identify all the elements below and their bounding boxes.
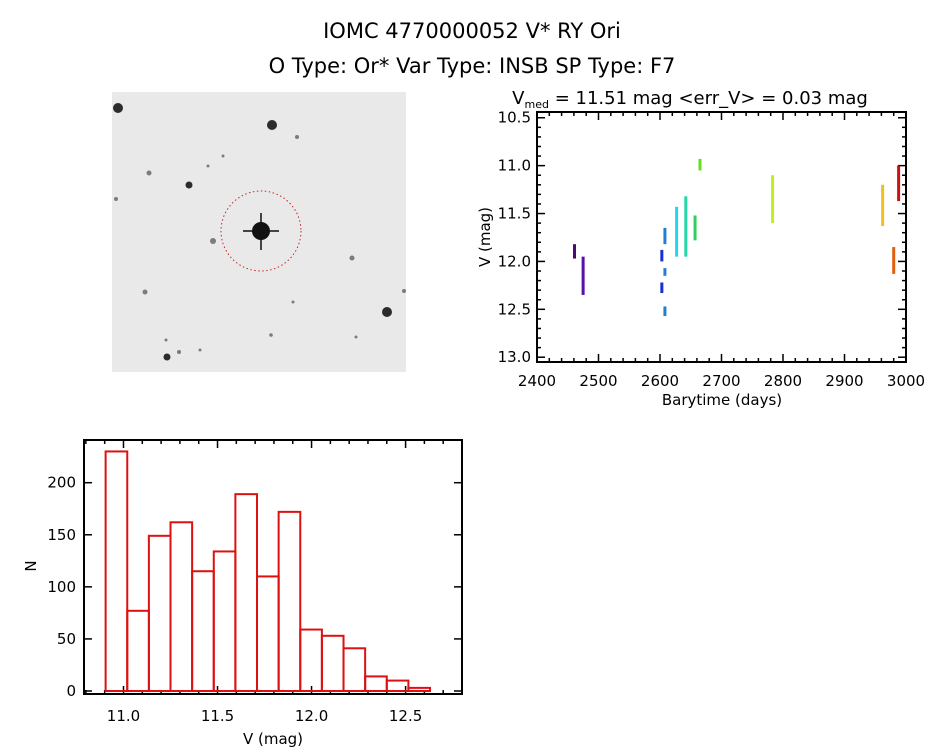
data-point-cluster xyxy=(663,227,667,245)
data-point-cluster xyxy=(881,184,885,226)
star xyxy=(142,289,148,295)
x-tick-label: 12.5 xyxy=(389,707,422,725)
y-tick-label: 150 xyxy=(47,526,76,544)
light-curve-ylabel: V (mag) xyxy=(476,207,494,267)
x-tick-label: 2900 xyxy=(825,372,863,390)
x-tick-label: 2500 xyxy=(579,372,617,390)
histogram-bar xyxy=(364,675,388,692)
star xyxy=(206,164,210,168)
histogram-ylabel: N xyxy=(22,560,40,571)
histogram-bar xyxy=(342,647,367,693)
star xyxy=(114,197,118,201)
y-tick-label: 12.5 xyxy=(498,300,531,318)
y-tick-label: 0 xyxy=(66,682,76,700)
star xyxy=(210,238,216,244)
star xyxy=(113,103,123,113)
y-tick-label: 12.0 xyxy=(498,252,531,270)
histogram-bar xyxy=(320,634,345,693)
target-star xyxy=(252,222,270,240)
data-point-cluster xyxy=(663,306,667,317)
histogram-frame xyxy=(83,439,463,695)
x-tick-label: 2800 xyxy=(764,372,802,390)
finder-image xyxy=(112,92,406,372)
x-tick-label: 11.5 xyxy=(201,707,234,725)
histogram-bar xyxy=(234,493,259,693)
star xyxy=(198,348,202,352)
data-point-cluster xyxy=(573,244,577,259)
histogram-bar xyxy=(256,575,280,692)
star xyxy=(295,135,299,139)
data-point-cluster xyxy=(684,196,688,257)
histogram-bar xyxy=(126,609,150,693)
star xyxy=(269,333,273,337)
star xyxy=(382,307,392,317)
light-curve-xlabel: Barytime (days) xyxy=(662,391,782,409)
y-tick-label: 11.0 xyxy=(498,157,531,175)
data-point-cluster xyxy=(581,256,585,295)
histogram-chart: V (mag) N 11.0 11.5 12.0 12.5 0 50 100 150 200 xyxy=(22,439,463,747)
x-tick-label: 2400 xyxy=(518,372,556,390)
histogram-bar xyxy=(191,570,215,692)
x-tick-label: 2600 xyxy=(641,372,679,390)
data-point-cluster xyxy=(771,175,775,224)
target-circle-marker xyxy=(220,190,302,272)
data-point-cluster xyxy=(663,268,667,276)
light-curve-title: Vmed = 11.51 mag <err_V> = 0.03 mag xyxy=(512,88,868,111)
histogram-bar xyxy=(277,510,302,692)
star xyxy=(349,255,355,261)
histogram-bar xyxy=(212,550,237,692)
figure-title-line1: IOMC 4770000052 V* RY Ori xyxy=(323,19,621,43)
histogram-bar xyxy=(385,679,410,693)
histogram-bar xyxy=(299,628,323,693)
star xyxy=(267,120,277,130)
y-tick-label: 13.0 xyxy=(498,348,531,366)
x-tick-label: 12.0 xyxy=(295,707,328,725)
histogram-bar xyxy=(104,450,129,692)
x-tick-label: 2700 xyxy=(702,372,740,390)
x-tick-label: 3000 xyxy=(887,372,925,390)
star xyxy=(163,353,171,361)
data-point-cluster xyxy=(892,247,896,274)
y-tick-label: 10.5 xyxy=(498,109,531,127)
data-point-cluster xyxy=(675,206,679,257)
star xyxy=(291,300,295,304)
figure-title-line2: O Type: Or* Var Type: INSB SP Type: F7 xyxy=(269,54,676,78)
star xyxy=(146,170,152,176)
histogram-bar xyxy=(407,686,432,692)
light-curve-frame xyxy=(536,111,907,363)
star xyxy=(164,338,168,342)
y-tick-label: 200 xyxy=(47,474,76,492)
data-point-cluster xyxy=(693,215,697,241)
star xyxy=(221,154,225,158)
star xyxy=(402,289,406,293)
star xyxy=(185,181,193,189)
star xyxy=(177,350,181,354)
y-tick-label: 100 xyxy=(47,578,76,596)
histogram-bar xyxy=(169,521,194,692)
x-tick-label: 11.0 xyxy=(107,707,140,725)
data-point-cluster xyxy=(698,158,702,171)
histogram-bar xyxy=(147,534,172,693)
data-point-cluster xyxy=(660,282,664,294)
data-point-cluster xyxy=(660,249,664,262)
histogram-xlabel: V (mag) xyxy=(243,730,303,747)
y-tick-label: 11.5 xyxy=(498,205,531,223)
y-tick-label: 50 xyxy=(57,630,76,648)
light-curve-chart: Vmed = 11.51 mag <err_V> = 0.03 mag Bary… xyxy=(476,88,925,409)
data-point-cluster xyxy=(897,165,901,202)
star xyxy=(354,335,358,339)
